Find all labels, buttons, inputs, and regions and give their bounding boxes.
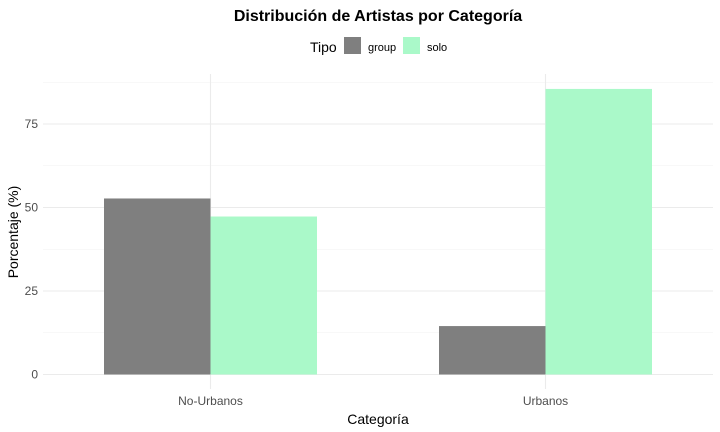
legend-label-group: group xyxy=(368,42,396,54)
legend-title: Tipo xyxy=(310,39,337,55)
y-axis-ticks: 0 25 50 75 xyxy=(25,117,39,382)
bar-solo-urbanos xyxy=(546,89,653,375)
x-axis-ticks: No-Urbanos Urbanos xyxy=(178,394,568,408)
legend-label-solo: solo xyxy=(427,42,447,54)
bar-group-no-urbanos xyxy=(104,198,211,374)
y-tick-label: 75 xyxy=(25,117,39,131)
bar-solo-no-urbanos xyxy=(211,217,318,375)
x-tick-label: No-Urbanos xyxy=(178,394,243,408)
legend-swatch-group xyxy=(344,37,361,54)
legend: Tipo group solo xyxy=(310,37,447,55)
legend-swatch-solo xyxy=(403,37,420,54)
y-tick-label: 25 xyxy=(25,284,39,298)
bars xyxy=(104,89,652,375)
y-tick-label: 0 xyxy=(31,368,38,382)
x-tick-label: Urbanos xyxy=(523,394,568,408)
y-axis-title: Porcentaje (%) xyxy=(5,186,21,279)
x-axis-title: Categoría xyxy=(347,411,409,427)
y-tick-label: 50 xyxy=(25,201,39,215)
bar-group-urbanos xyxy=(439,326,546,374)
chart-title: Distribución de Artistas por Categoría xyxy=(234,8,522,25)
